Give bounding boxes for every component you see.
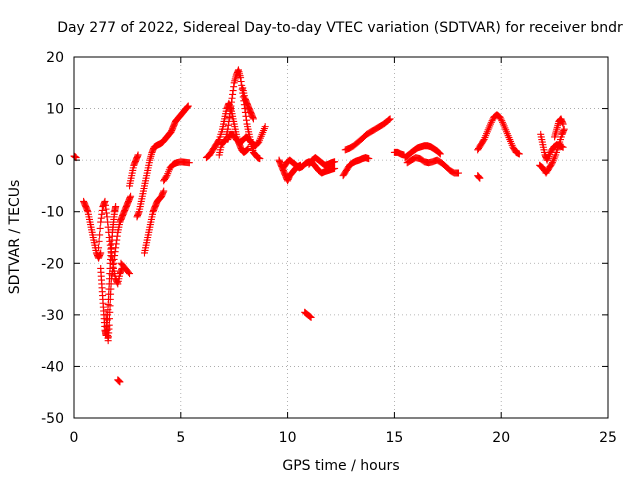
data-point: [307, 313, 315, 321]
data-point: [96, 224, 104, 232]
y-axis-label: SDTVAR / TECUs: [7, 180, 23, 295]
data-point: [96, 231, 104, 239]
data-point: [95, 237, 103, 245]
data-point: [496, 113, 504, 121]
y-tick-label: -30: [41, 308, 64, 324]
data-point: [559, 143, 567, 151]
series-arc-28: [537, 130, 567, 164]
data-point: [162, 173, 170, 181]
series-arc-15: [239, 84, 257, 123]
series-arc-24: [403, 154, 462, 177]
chart-title: Day 277 of 2022, Sidereal Day-to-day VTE…: [57, 20, 623, 36]
data-point: [127, 192, 135, 200]
x-tick-label: 5: [176, 430, 185, 446]
y-tick-label: 20: [46, 50, 64, 66]
data-point: [116, 378, 124, 386]
data-point: [185, 159, 193, 167]
data-point: [249, 115, 257, 123]
data-point: [305, 312, 313, 320]
data-point: [487, 118, 495, 126]
series-arc-23: [401, 142, 444, 162]
series-arc-6: [114, 376, 124, 386]
series-arc-8: [126, 151, 142, 190]
data-point: [436, 150, 444, 158]
data-point: [386, 115, 394, 123]
series-arc-9: [133, 102, 192, 221]
series-arc-2: [80, 197, 105, 262]
data-point: [365, 155, 373, 163]
series-arc-26: [474, 111, 523, 158]
series-arc-11: [160, 158, 193, 185]
y-tick-label: -40: [41, 359, 64, 375]
series-arc-20: [339, 154, 373, 180]
series-arc-14: [224, 123, 269, 150]
x-axis-label: GPS time / hours: [282, 458, 399, 474]
data-point: [560, 125, 568, 133]
data-point: [261, 123, 269, 131]
y-tick-label: -50: [41, 411, 64, 427]
series-arc-7: [117, 259, 134, 278]
data-point: [331, 158, 339, 166]
data-point: [487, 120, 495, 128]
data-point: [559, 120, 567, 128]
data-point: [126, 270, 134, 278]
data-point: [124, 268, 132, 276]
data-point: [435, 148, 443, 156]
series-arc-13: [215, 66, 264, 163]
data-point: [306, 313, 314, 321]
data-point: [256, 155, 264, 163]
series-arc-29: [551, 115, 567, 141]
series-arc-10: [140, 187, 168, 257]
y-tick-label: -20: [41, 256, 64, 272]
series-arc-22: [390, 148, 408, 159]
data-point: [515, 150, 523, 158]
data-point: [105, 321, 113, 329]
data-points: [70, 66, 568, 386]
data-point: [160, 187, 168, 195]
x-tick-label: 25: [599, 430, 617, 446]
data-point: [385, 116, 393, 124]
x-tick-label: 20: [492, 430, 510, 446]
data-point: [95, 244, 103, 252]
data-point: [106, 308, 114, 316]
series-arc-19: [305, 154, 339, 169]
data-point: [112, 203, 120, 211]
data-point: [331, 164, 339, 172]
data-point: [106, 315, 114, 323]
data-point: [479, 137, 487, 145]
data-point: [97, 249, 105, 257]
y-tick-label: -10: [41, 205, 64, 221]
data-point: [106, 302, 114, 310]
data-point: [184, 102, 192, 110]
grid-lines: [74, 57, 608, 418]
data-point: [134, 151, 142, 159]
data-point: [498, 117, 506, 125]
data-point: [214, 137, 222, 145]
data-point: [548, 160, 556, 168]
plot-frame: [73, 56, 609, 419]
data-point: [488, 117, 496, 125]
axis-ticks: 0 5 10 15 20 25 20 10 0 -10 -20 -30 -40 -50: [41, 50, 617, 446]
series-arc-18: [301, 308, 315, 321]
data-point: [385, 116, 393, 124]
data-point: [436, 149, 444, 157]
x-tick-label: 0: [70, 430, 79, 446]
data-point: [454, 169, 462, 177]
y-tick-label: 0: [55, 153, 64, 169]
series-arc-21: [341, 115, 394, 154]
x-tick-label: 10: [279, 430, 297, 446]
y-tick-label: 10: [46, 102, 64, 118]
data-point: [476, 174, 484, 182]
data-point: [497, 115, 505, 123]
series-arc-25: [474, 172, 484, 182]
series-arc-5: [102, 192, 135, 345]
data-point: [499, 118, 507, 126]
x-tick-label: 15: [385, 430, 403, 446]
